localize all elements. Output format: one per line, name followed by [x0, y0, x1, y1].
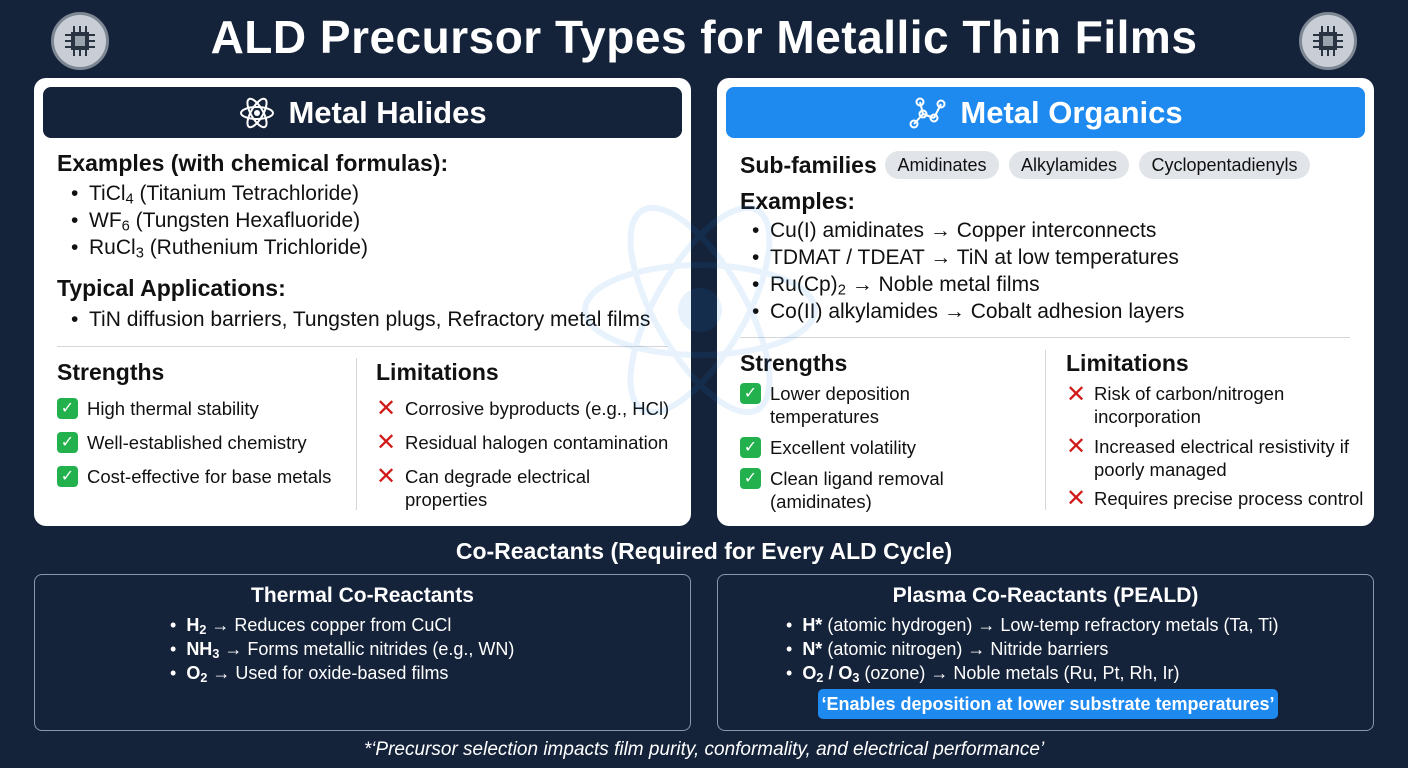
halides-limitation-item: Corrosive byproducts (e.g., HCl) [405, 398, 670, 419]
divider [356, 358, 357, 510]
halides-example-item: • RuCl3 (Ruthenium Trichloride) [71, 236, 368, 262]
check-icon: ✓ [57, 466, 78, 487]
organics-strength-item: Excellent volatility [770, 437, 917, 458]
organics-limitation-item: Increased electrical resistivity if poor… [1094, 436, 1349, 480]
metal-halides-header: Metal Halides [43, 87, 682, 138]
metal-halides-title: Metal Halides [288, 94, 487, 130]
thermal-coreactants-box: Thermal Co-Reactants • H2 → Reduces copp… [34, 574, 691, 731]
check-icon: ✓ [740, 437, 761, 458]
cross-icon: ✕ [376, 463, 397, 490]
divider [1045, 350, 1046, 510]
footer-note: *‘Precursor selection impacts film purit… [363, 739, 1045, 760]
halides-strengths-heading: Strengths [57, 359, 165, 385]
thermal-coreactant-item: • H2 → Reduces copper from CuCl [170, 615, 452, 638]
subfamily-pill: Cyclopentadienyls [1139, 151, 1310, 179]
halides-examples-heading: Examples (with chemical formulas): [57, 150, 449, 176]
subfamily-pill: Amidinates [885, 151, 999, 179]
atom-icon [240, 97, 275, 128]
plasma-coreactant-item: • O2 / O3 (ozone) → Noble metals (Ru, Pt… [786, 663, 1180, 686]
divider [740, 337, 1350, 338]
thermal-coreactants-heading: Thermal Co-Reactants [251, 584, 474, 607]
halides-example-item: • TiCl4 (Titanium Tetrachloride) [71, 182, 359, 208]
plasma-coreactant-item: • H* (atomic hydrogen) → Low-temp refrac… [786, 615, 1279, 635]
atom-icon [582, 204, 818, 416]
halides-strength-item: Well-established chemistry [87, 432, 307, 453]
molecule-icon [909, 97, 946, 128]
check-icon: ✓ [740, 383, 761, 404]
organics-example-item: • TDMAT / TDEAT → TiN at low temperatures [752, 246, 1179, 269]
halides-strength-item: High thermal stability [87, 398, 259, 419]
halides-example-item: • WF6 (Tungsten Hexafluoride) [71, 209, 361, 235]
check-icon: ✓ [57, 398, 78, 419]
thermal-coreactant-item: • O2 → Used for oxide-based films [170, 663, 449, 686]
cross-icon: ✕ [376, 429, 397, 456]
organics-limitations-heading: Limitations [1066, 350, 1189, 376]
organics-examples-heading: Examples: [740, 188, 856, 214]
organics-example-item: • Cu(I) amidinates → Copper interconnects [752, 219, 1157, 242]
plasma-coreactants-box: Plasma Co-Reactants (PEALD) • H* (atomic… [717, 574, 1374, 731]
subfamilies-label: Sub-families [740, 152, 877, 178]
coreactants-title: Co-Reactants (Required for Every ALD Cyc… [455, 538, 953, 564]
plasma-coreactant-item: • N* (atomic nitrogen) → Nitride barrier… [786, 639, 1109, 659]
check-icon: ✓ [57, 432, 78, 453]
organics-limitation-item: Requires precise process control [1094, 488, 1364, 509]
halides-limitation-item: Can degrade electrical properties [405, 466, 591, 510]
plasma-highlight-badge: ‘Enables deposition at lower substrate t… [818, 689, 1278, 719]
organics-strengths-heading: Strengths [740, 350, 848, 376]
organics-strength-item: Clean ligand removal (amidinates) [770, 468, 944, 512]
metal-organics-title: Metal Organics [960, 94, 1183, 130]
metal-organics-header: Metal Organics [726, 87, 1365, 138]
halides-limitation-item: Residual halogen contamination [405, 432, 669, 453]
divider [57, 346, 667, 347]
halides-applications-item: • TiN diffusion barriers, Tungsten plugs,… [71, 308, 651, 331]
cpu-chip-icon [1299, 12, 1357, 70]
subfamily-pill: Alkylamides [1009, 151, 1129, 179]
organics-example-item: • Co(II) alkylamides → Cobalt adhesion la… [752, 300, 1185, 323]
metal-halides-panel: Metal Halides Examples (with chemical fo… [34, 78, 691, 526]
thermal-coreactant-item: • NH3 → Forms metallic nitrides (e.g., W… [170, 639, 515, 662]
organics-example-item: • Ru(Cp)2 → Noble metal films [752, 273, 1040, 299]
cross-icon: ✕ [1066, 485, 1087, 512]
page-title: ALD Precursor Types for Metallic Thin Fi… [210, 11, 1198, 63]
check-icon: ✓ [740, 468, 761, 489]
organics-limitation-item: Risk of carbon/nitrogen incorporation [1094, 383, 1285, 427]
halides-limitations-heading: Limitations [376, 359, 499, 385]
cpu-chip-icon [51, 12, 109, 70]
halides-strength-item: Cost-effective for base metals [87, 466, 332, 487]
organics-strength-item: Lower deposition temperatures [770, 383, 910, 427]
cross-icon: ✕ [376, 395, 397, 422]
cross-icon: ✕ [1066, 433, 1087, 460]
plasma-coreactants-heading: Plasma Co-Reactants (PEALD) [892, 584, 1199, 607]
halides-applications-heading: Typical Applications: [57, 275, 286, 301]
cross-icon: ✕ [1066, 381, 1087, 408]
metal-organics-panel: Metal Organics Sub-families Amidinates A… [717, 78, 1374, 526]
